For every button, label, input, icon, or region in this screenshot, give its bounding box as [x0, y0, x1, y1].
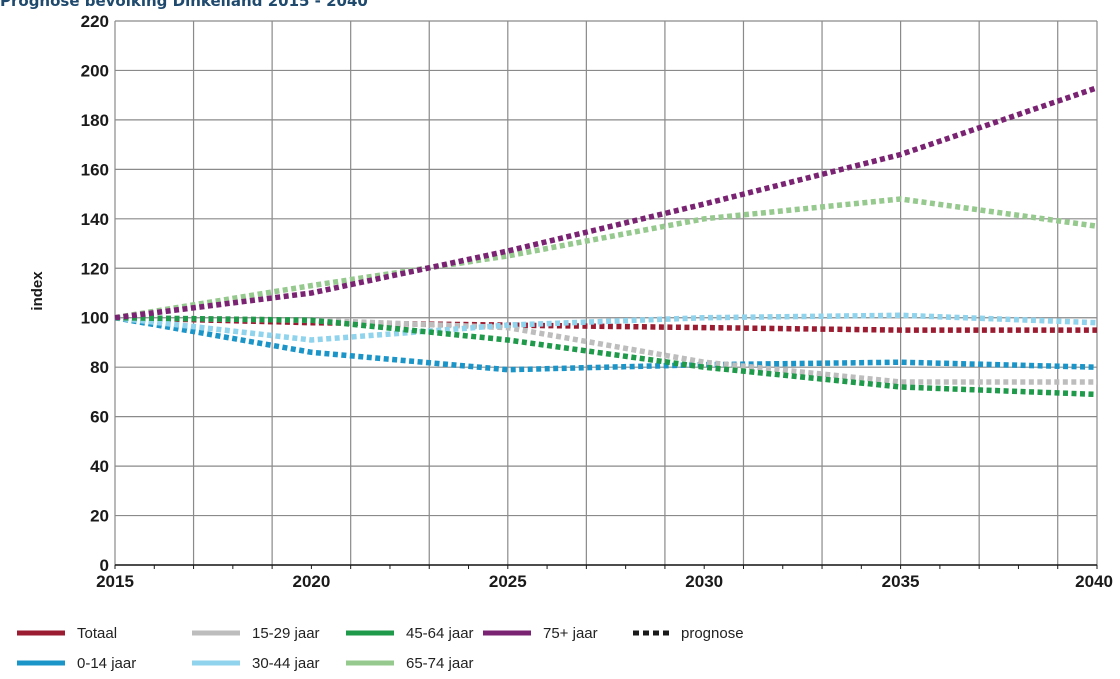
chart-title: Prognose bevolking Dinkelland 2015 - 204…: [0, 0, 368, 10]
x-tick-label: 2015: [96, 572, 134, 591]
series-line-65-74-jaar: [114, 196, 1098, 321]
y-tick-label: 100: [81, 309, 109, 328]
legend-label: 45-64 jaar: [406, 625, 474, 642]
y-tick-label: 120: [81, 259, 109, 278]
legend-label: 30-44 jaar: [252, 655, 320, 672]
series-line-30-44-jaar: [114, 312, 1098, 343]
legend-item-totaal: Totaal: [17, 625, 117, 642]
legend-item-prognose: prognose: [633, 625, 744, 642]
legend-item-75plus-jaar: 75+ jaar: [483, 625, 598, 642]
series-line-75plus-jaar: [114, 85, 1098, 321]
y-tick-label: 40: [90, 457, 109, 476]
legend-item-15-29-jaar: 15-29 jaar: [192, 625, 320, 642]
grid: [114, 20, 1098, 566]
y-tick-label: 0: [100, 556, 109, 575]
x-tick-label: 2030: [685, 572, 723, 591]
legend-label: 65-74 jaar: [406, 655, 474, 672]
legend-label: 0-14 jaar: [77, 655, 136, 672]
y-tick-label: 200: [81, 61, 109, 80]
y-tick-label: 20: [90, 507, 109, 526]
legend-label: 15-29 jaar: [252, 625, 320, 642]
legend-item-30-44-jaar: 30-44 jaar: [192, 655, 320, 672]
y-tick-label: 60: [90, 408, 109, 427]
legend: Totaal 15-29 jaar 45-64 jaar 75+ jaar progno…: [17, 625, 744, 672]
legend-label: Totaal: [77, 625, 117, 642]
y-tick-label: 220: [81, 12, 109, 31]
y-tick-label: 160: [81, 160, 109, 179]
legend-label: prognose: [681, 625, 744, 642]
y-axis-label: index: [29, 271, 46, 311]
x-tick-label: 2025: [489, 572, 527, 591]
legend-item-0-14-jaar: 0-14 jaar: [17, 655, 136, 672]
x-tick-label: 2035: [882, 572, 920, 591]
legend-item-45-64-jaar: 45-64 jaar: [346, 625, 474, 642]
series-lines: [114, 85, 1098, 398]
legend-label: 75+ jaar: [543, 625, 598, 642]
series-line-45-64-jaar: [114, 314, 1098, 398]
y-tick-label: 180: [81, 111, 109, 130]
series-line-0-14-jaar: [114, 314, 1098, 373]
y-tick-label: 80: [90, 358, 109, 377]
series-line-15-29-jaar: [114, 314, 1097, 385]
legend-item-65-74-jaar: 65-74 jaar: [346, 655, 474, 672]
x-tick-label: 2020: [292, 572, 330, 591]
y-tick-label: 140: [81, 210, 109, 229]
x-tick-label: 2040: [1075, 572, 1113, 591]
